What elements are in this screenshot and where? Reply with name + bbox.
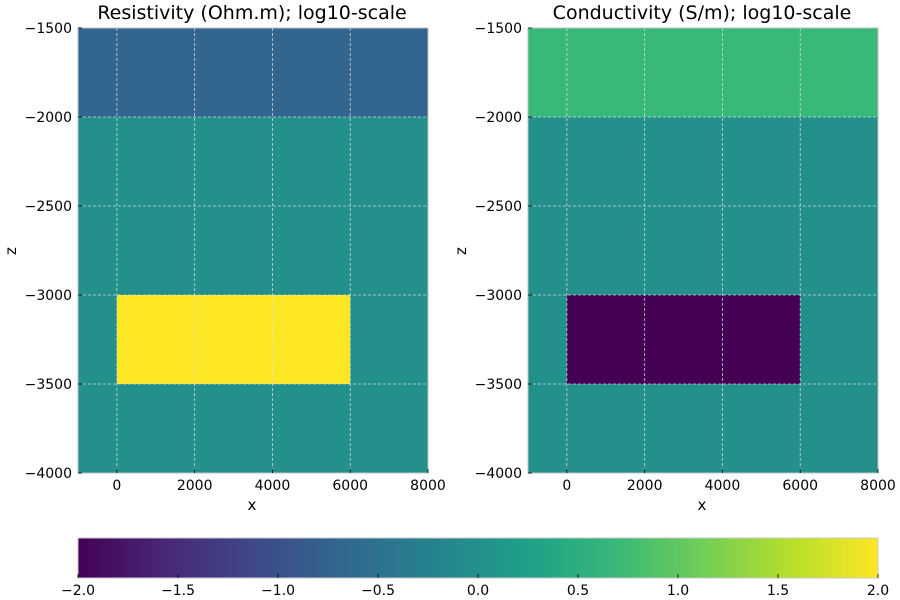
x-tick-label: 0	[562, 478, 571, 494]
resistivity-chart: Resistivity (Ohm.m); log10-scale 0 2000 40…	[2, 2, 446, 514]
y-axis-label: z	[2, 247, 20, 255]
y-tick-label: −3500	[475, 377, 522, 393]
colorbar-tick-label: 2.0	[867, 583, 889, 599]
heatmap-cell-0	[78, 28, 428, 117]
colorbar-tick-label: 0.0	[467, 583, 489, 599]
x-tick-label: 8000	[860, 478, 896, 494]
colorbar-tick-label: −2.0	[61, 583, 95, 599]
colorbar-tick-label: −0.5	[361, 583, 395, 599]
chart-title: Resistivity (Ohm.m); log10-scale	[97, 2, 406, 24]
plot-frame	[77, 27, 429, 474]
x-tick-label: 4000	[705, 478, 741, 494]
y-tick-label: −2000	[25, 110, 72, 126]
y-axis-label: z	[452, 247, 470, 255]
colorbar-tick-label: 0.5	[567, 583, 589, 599]
x-tick-label: 2000	[627, 478, 663, 494]
heatmap-cell-2	[566, 295, 801, 384]
x-axis-label: x	[698, 496, 707, 514]
x-tick-label: 6000	[782, 478, 818, 494]
heatmap-cell-2	[116, 295, 351, 384]
x-tick-label: 0	[112, 478, 121, 494]
x-axis-label: x	[248, 496, 257, 514]
y-tick-label: −1500	[475, 21, 522, 37]
x-tick-label: 4000	[255, 478, 291, 494]
colorbar: −2.0 −1.5 −1.0 −0.5 0.0 0.5 1.0 1.5 2.0	[61, 537, 889, 599]
y-tick-label: −2500	[475, 199, 522, 215]
colorbar-tick-label: 1.0	[667, 583, 689, 599]
y-tick-label: −1500	[25, 21, 72, 37]
colorbar-gradient	[77, 537, 879, 579]
y-tick-label: −3500	[25, 377, 72, 393]
y-tick-label: −4000	[475, 466, 522, 482]
y-tick-label: −4000	[25, 466, 72, 482]
colorbar-tick-label: −1.5	[161, 583, 195, 599]
y-tick-label: −2000	[475, 110, 522, 126]
y-tick-label: −3000	[475, 288, 522, 304]
colorbar-tick-label: 1.5	[767, 583, 789, 599]
x-tick-label: 8000	[410, 478, 446, 494]
plot-frame	[527, 27, 879, 474]
colorbar-tick-label: −1.0	[261, 583, 295, 599]
y-tick-label: −3000	[25, 288, 72, 304]
conductivity-chart: Conductivity (S/m); log10-scale 0 2000 400…	[452, 2, 896, 514]
heatmap-cell-0	[528, 28, 878, 117]
y-tick-label: −2500	[25, 199, 72, 215]
x-tick-label: 6000	[332, 478, 368, 494]
x-tick-label: 2000	[177, 478, 213, 494]
chart-title: Conductivity (S/m); log10-scale	[553, 2, 852, 24]
